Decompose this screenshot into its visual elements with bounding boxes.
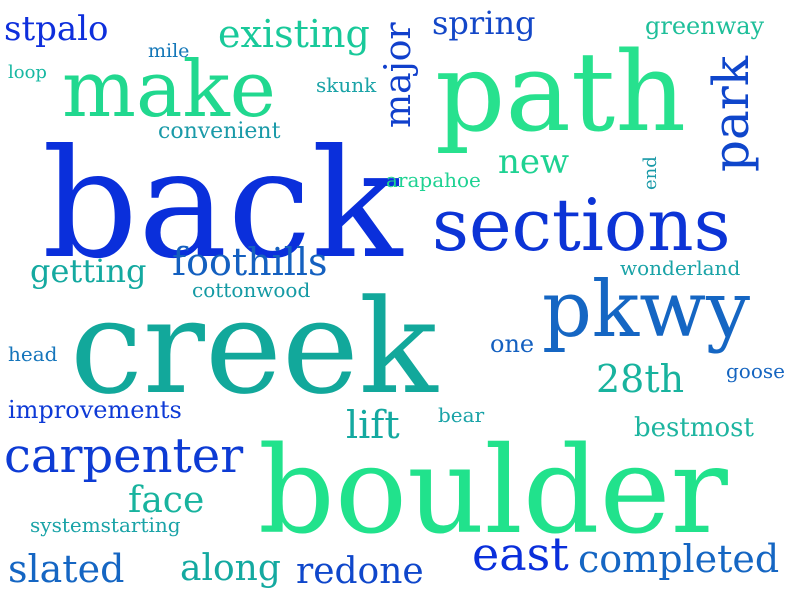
word-existing: existing — [218, 12, 370, 56]
word-park: park — [702, 55, 760, 172]
word-skunk: skunk — [316, 73, 377, 97]
word-cottonwood: cottonwood — [192, 278, 310, 302]
word-back: back — [42, 118, 403, 292]
word-boulder: boulder — [258, 422, 729, 561]
word-spring: spring — [432, 4, 536, 42]
word-completed: completed — [578, 537, 779, 581]
word-loop: loop — [8, 62, 47, 83]
word-getting: getting — [30, 252, 146, 290]
word-bear: bear — [438, 403, 485, 427]
word-path: path — [435, 28, 686, 156]
word-creek: creek — [70, 271, 439, 423]
word-arapahoe: arapahoe — [386, 168, 481, 192]
word-systemstarting: systemstarting — [30, 513, 181, 537]
word-greenway: greenway — [645, 12, 765, 40]
word-stpalo: stpalo — [4, 9, 109, 49]
word-east: east — [472, 527, 569, 581]
word-slated: slated — [8, 547, 124, 591]
word-make: make — [62, 45, 276, 135]
word-carpenter: carpenter — [4, 428, 243, 484]
word-major: major — [378, 22, 419, 128]
word-end: end — [640, 156, 661, 190]
word-bestmost: bestmost — [634, 413, 754, 443]
word-28th: 28th — [596, 357, 684, 401]
word-goose: goose — [726, 359, 785, 383]
word-new: new — [498, 142, 569, 182]
word-mile: mile — [148, 40, 189, 62]
word-face: face — [128, 480, 204, 521]
word-along: along — [180, 548, 281, 589]
word-head: head — [8, 342, 58, 366]
word-pkwy: pkwy — [542, 265, 750, 355]
word-improvements: improvements — [8, 396, 182, 424]
word-one: one — [490, 330, 534, 358]
word-wonderland: wonderland — [620, 256, 740, 280]
word-lift: lift — [346, 403, 400, 447]
word-convenient: convenient — [158, 119, 281, 144]
word-redone: redone — [296, 551, 424, 592]
word-sections: sections — [432, 183, 731, 267]
word-foothills: foothills — [172, 240, 328, 284]
